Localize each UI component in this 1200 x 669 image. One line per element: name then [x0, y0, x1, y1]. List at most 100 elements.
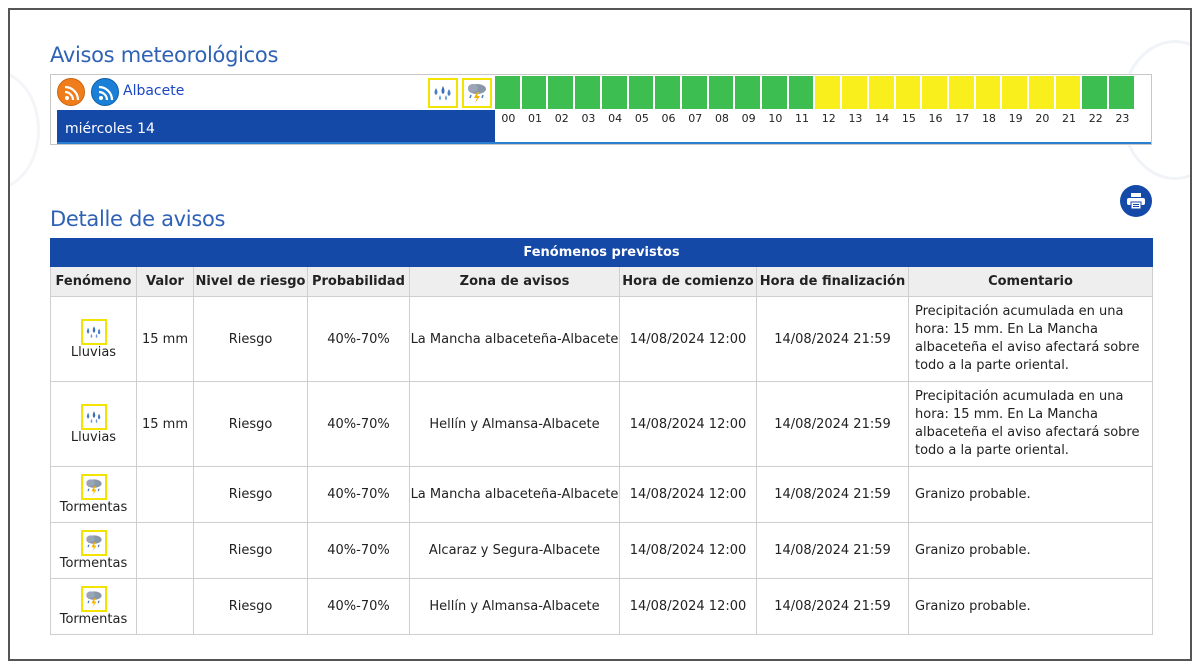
comment-cell: Granizo probable. [907, 522, 1154, 579]
phenomenon-cell: Lluvias [50, 296, 137, 382]
rss-feed-icon[interactable] [57, 78, 85, 106]
hour-label: 13 [848, 112, 863, 125]
phenomenon-name: Tormentas [59, 556, 128, 571]
detalle-title: Detalle de avisos [50, 207, 226, 231]
zone-cell: La Mancha albaceteña-Albacete [409, 296, 620, 382]
hour-cell[interactable] [948, 76, 975, 109]
rain-icon[interactable] [428, 78, 458, 108]
hour-label: 22 [1088, 112, 1103, 125]
hour-label: 18 [981, 112, 996, 125]
phenomenon-name: Lluvias [70, 429, 117, 445]
hour-cell[interactable] [868, 76, 895, 109]
value-cell [136, 578, 194, 635]
hour-label: 09 [741, 112, 756, 125]
value-cell: 15 mm [136, 296, 194, 382]
column-header: Hora de finalización [756, 266, 909, 297]
hour-label: 03 [581, 112, 596, 125]
hour-cell[interactable] [895, 76, 922, 109]
comment-cell: Precipitación acumulada en una hora: 15 … [907, 381, 1154, 467]
hour-label: 17 [955, 112, 970, 125]
hour-label: 15 [901, 112, 916, 125]
rss-feed-icon[interactable] [91, 78, 119, 106]
background-decoration [10, 70, 40, 190]
hourly-warning-strip [495, 76, 1135, 109]
end-time-cell: 14/08/2024 21:59 [756, 578, 909, 635]
column-header: Hora de comienzo [619, 266, 757, 297]
hour-cell[interactable] [1055, 76, 1082, 109]
start-time-cell: 14/08/2024 12:00 [619, 578, 757, 635]
start-time-cell: 14/08/2024 12:00 [619, 522, 757, 579]
phenomenon-name: Tormentas [59, 612, 128, 627]
rain-icon [80, 318, 107, 345]
storm-icon [80, 586, 107, 612]
phenomenon-cell: Lluvias [50, 381, 137, 467]
zone-cell: Alcaraz y Segura-Albacete [409, 522, 620, 579]
end-time-cell: 14/08/2024 21:59 [756, 296, 909, 382]
hour-label: 23 [1115, 112, 1130, 125]
hour-cell[interactable] [1082, 76, 1109, 109]
page-frame: Avisos meteorológicos Albacete 00 01 02 03 0… [8, 8, 1192, 661]
hour-cell[interactable] [601, 76, 628, 109]
table-row: Lluvias 15 mm Riesgo 40%-70% Hellín y Almans… [50, 381, 1154, 467]
comment-cell: Granizo probable. [907, 578, 1154, 635]
hour-cell[interactable] [655, 76, 681, 109]
end-time-cell: 14/08/2024 21:59 [756, 522, 909, 579]
hour-label: 08 [714, 112, 729, 125]
hour-cell[interactable] [1109, 76, 1135, 109]
avisos-title: Avisos meteorológicos [50, 43, 279, 67]
hour-label: 20 [1035, 112, 1050, 125]
hour-cell[interactable] [815, 76, 842, 109]
hour-cell[interactable] [1002, 76, 1029, 109]
hour-cell[interactable] [708, 76, 735, 109]
divider [57, 142, 1151, 144]
table-row: Tormentas Riesgo 40%-70% La Mancha albacete… [50, 466, 1154, 523]
table-header: Fenómeno Valor Nivel de riesgo Probabilidad… [50, 266, 1154, 297]
probability-cell: 40%-70% [307, 296, 410, 382]
hour-cell[interactable] [548, 76, 575, 109]
hour-cell[interactable] [1029, 76, 1055, 109]
hour-cell[interactable] [735, 76, 762, 109]
storm-icon[interactable] [462, 78, 492, 108]
print-button[interactable] [1120, 185, 1152, 217]
hour-cell[interactable] [495, 76, 521, 109]
value-cell: 15 mm [136, 381, 194, 467]
hour-cell[interactable] [628, 76, 655, 109]
risk-level-cell: Riesgo [193, 466, 308, 523]
hour-label: 05 [634, 112, 649, 125]
zone-cell: La Mancha albaceteña-Albacete [409, 466, 620, 523]
hour-cell[interactable] [575, 76, 601, 109]
table-caption: Fenómenos previstos [49, 238, 1154, 267]
hour-label: 16 [928, 112, 943, 125]
phenomenon-cell: Tormentas [50, 466, 137, 523]
comment-cell: Granizo probable. [907, 466, 1154, 523]
hour-label: 19 [1008, 112, 1023, 125]
phenomenon-cell: Tormentas [50, 578, 137, 635]
hour-cell[interactable] [842, 76, 868, 109]
hour-label: 00 [501, 112, 516, 125]
hour-cell[interactable] [681, 76, 708, 109]
hour-cell[interactable] [788, 76, 815, 109]
column-header: Probabilidad [307, 266, 410, 297]
value-cell [136, 522, 194, 579]
hour-cell[interactable] [521, 76, 548, 109]
risk-level-cell: Riesgo [193, 381, 308, 467]
hour-cell[interactable] [762, 76, 788, 109]
hour-label: 12 [821, 112, 836, 125]
hour-cell[interactable] [975, 76, 1002, 109]
hour-label: 04 [608, 112, 623, 125]
zone-cell: Hellín y Almansa-Albacete [409, 578, 620, 635]
column-header: Nivel de riesgo [193, 266, 308, 297]
table-row: Tormentas Riesgo 40%-70% Alcaraz y Segura-A… [50, 522, 1154, 579]
column-header: Valor [136, 266, 194, 297]
hour-label: 21 [1062, 112, 1077, 125]
hour-label: 07 [688, 112, 703, 125]
probability-cell: 40%-70% [307, 381, 410, 467]
column-header: Comentario [907, 266, 1154, 297]
hour-label: 01 [528, 112, 543, 125]
province-link[interactable]: Albacete [123, 83, 185, 99]
hour-cell[interactable] [922, 76, 948, 109]
storm-icon [80, 474, 107, 500]
rain-icon [80, 403, 107, 430]
hour-label: 10 [768, 112, 783, 125]
end-time-cell: 14/08/2024 21:59 [756, 466, 909, 523]
